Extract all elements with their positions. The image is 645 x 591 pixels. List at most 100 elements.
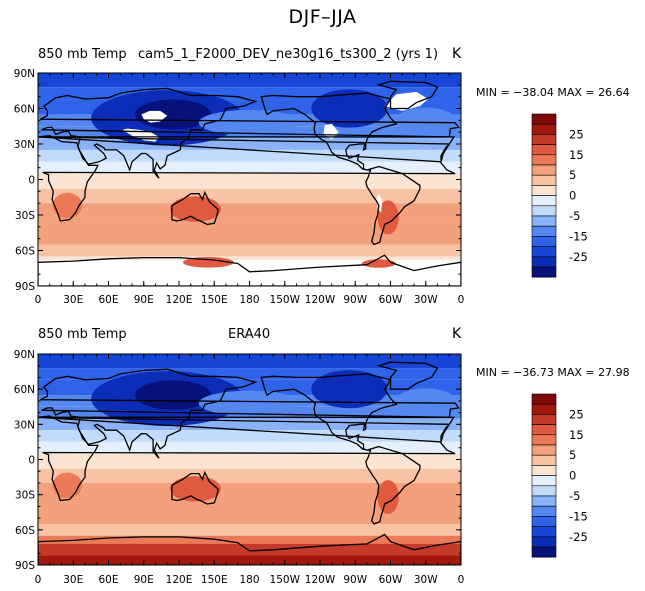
coastline-greenland <box>376 80 439 110</box>
coastline-africa <box>38 135 456 222</box>
field-band <box>38 523 461 536</box>
coastline-greenland <box>376 361 439 390</box>
siberia-cold-center <box>135 380 212 410</box>
lon-label: 60E <box>99 294 119 306</box>
colorbar-box <box>531 195 557 207</box>
colorbar-box <box>531 444 557 456</box>
colorbar-2: 25 15 5 0 -5 -15 -25 <box>531 393 588 558</box>
colorbar-box <box>531 164 557 176</box>
colorbar-1: 25 15 5 0 -5 -15 -25 <box>531 113 588 278</box>
pacific-cool-region <box>198 390 301 416</box>
antarctic-warm-patch <box>361 259 396 268</box>
australia-warm <box>170 476 221 502</box>
canada-cold-core <box>311 370 388 409</box>
pacific-cool-region <box>198 109 301 136</box>
temperature-field-1 <box>38 73 461 286</box>
colorbar-box <box>531 546 557 558</box>
atlantic-cool-region <box>396 107 456 134</box>
colorbar-label: 5 <box>569 168 576 182</box>
lon-label: 150W <box>270 574 301 586</box>
field-band <box>38 500 461 524</box>
colorbar-box <box>531 256 557 268</box>
coastline-eurasia <box>40 368 460 459</box>
coastline-australia <box>171 470 219 505</box>
field-band <box>38 244 461 257</box>
panel-2-unit: K <box>452 326 462 342</box>
lon-label: 30W <box>414 574 438 586</box>
atlantic-cool-region <box>396 388 456 414</box>
field-band <box>38 453 461 469</box>
lon-label: 60W <box>379 294 403 306</box>
colorbar-box <box>531 246 557 258</box>
colorbar-box <box>531 185 557 196</box>
coastline-eurasia <box>40 87 460 179</box>
lon-label: 90E <box>134 574 154 586</box>
colorbar-box <box>531 454 557 466</box>
field-band <box>38 188 461 204</box>
lon-label: 150E <box>201 294 228 306</box>
colorbar-box <box>531 123 557 135</box>
lon-label: 30E <box>63 294 83 306</box>
colorbar-box <box>531 505 557 517</box>
lon-label: 60E <box>99 574 119 586</box>
colorbar-box <box>531 225 557 237</box>
colorbar-box <box>531 536 557 548</box>
colorbar-box <box>531 393 557 405</box>
field-band <box>38 203 461 221</box>
field-band <box>38 173 461 189</box>
field-band <box>38 87 461 100</box>
lat-label: 30S <box>15 210 35 222</box>
lat-label: 30S <box>15 490 35 502</box>
colorbar-box <box>531 236 557 247</box>
lat-label: 60S <box>15 525 35 537</box>
colorbar-box <box>531 414 557 425</box>
colorbar-box <box>531 485 557 497</box>
colorbar-label: 15 <box>569 148 584 162</box>
canada-cold-core <box>311 89 388 128</box>
lon-label: 30E <box>63 574 83 586</box>
lat-label: 0 <box>28 175 35 187</box>
coastline-south-america <box>365 165 421 246</box>
coastlines-2 <box>38 361 461 565</box>
panel-1-center-title: cam5_1_F2000_DEV_ne30g16_ts300_2 (yrs 1) <box>138 47 439 62</box>
lat-label: 0 <box>28 455 35 467</box>
colorbar-label: 5 <box>569 448 576 462</box>
lat-label: 90S <box>15 281 35 293</box>
figure-title: DJF–JJA <box>288 6 357 28</box>
colorbar-box <box>531 134 557 145</box>
lon-label: 120E <box>166 574 193 586</box>
lat-label: 30N <box>14 139 35 151</box>
southern-africa-warm <box>52 192 83 219</box>
argentina-warm <box>377 200 399 235</box>
lat-label: 90N <box>14 68 35 80</box>
colorbar-label: -15 <box>569 229 588 243</box>
field-band <box>38 220 461 245</box>
colorbar-box <box>531 495 557 507</box>
panel-1-left-title: 850 mb Temp <box>38 47 127 62</box>
coastline-south-america <box>365 445 421 525</box>
lon-label: 60W <box>379 574 403 586</box>
lon-label: 120W <box>305 294 336 306</box>
colorbar-box <box>531 144 557 156</box>
lon-label: 0 <box>458 294 465 306</box>
colorbar-label: -5 <box>569 209 580 223</box>
colorbar-box <box>531 215 557 227</box>
lon-label: 0 <box>458 574 465 586</box>
colorbar-box <box>531 516 557 527</box>
lat-label: 60N <box>14 104 35 116</box>
lon-label: 180 <box>239 294 259 306</box>
panel-2-center-title: ERA40 <box>228 327 271 342</box>
lon-label: 180 <box>239 574 259 586</box>
panel-2-left-title: 850 mb Temp <box>38 327 127 342</box>
lon-label: 120W <box>305 574 336 586</box>
colorbar-label: 0 <box>569 189 576 203</box>
colorbar-label: -15 <box>569 509 588 523</box>
argentina-warm <box>377 480 399 514</box>
colorbar-box <box>531 266 557 278</box>
colorbar-label: -25 <box>569 250 588 264</box>
field-band <box>38 430 461 442</box>
colorbar-label: 25 <box>569 127 584 141</box>
lon-label: 30W <box>414 294 438 306</box>
lon-label: 150E <box>201 574 228 586</box>
